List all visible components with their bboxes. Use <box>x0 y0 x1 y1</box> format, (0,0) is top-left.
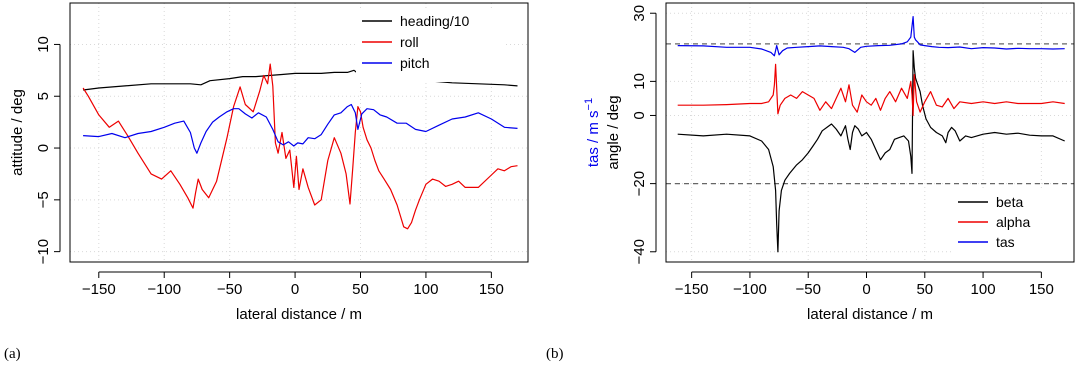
series-line-tas <box>677 16 1065 57</box>
legend-label: roll <box>400 34 419 50</box>
x-tick-label: −150 <box>82 281 116 298</box>
x-tick-label: 150 <box>479 281 504 298</box>
series-line-roll <box>82 63 518 230</box>
y-tick-label: −20 <box>631 171 648 196</box>
x-tick-label: 150 <box>1029 281 1054 298</box>
x-tick-label: −50 <box>795 281 820 298</box>
y-axis-label-secondary: tas / m s−1 <box>583 98 602 167</box>
series-line-beta <box>677 50 1065 253</box>
legend-label: pitch <box>400 55 430 71</box>
x-tick-label: −150 <box>675 281 709 298</box>
panel-label-a: (a) <box>4 346 21 362</box>
x-tick-label: −100 <box>147 281 181 298</box>
y-tick-label: 10 <box>35 36 52 53</box>
y-tick-label: 10 <box>631 73 648 90</box>
x-tick-label: 50 <box>352 281 369 298</box>
y-tick-label: 0 <box>631 111 648 119</box>
x-tick-label: 100 <box>413 281 438 298</box>
x-axis-label: lateral distance / m <box>807 306 933 323</box>
x-tick-label: 50 <box>916 281 933 298</box>
y-tick-label: −5 <box>35 191 52 208</box>
y-tick-label: 30 <box>631 5 648 22</box>
x-tick-label: −100 <box>733 281 767 298</box>
y-tick-label: −10 <box>35 239 52 264</box>
x-axis-label: lateral distance / m <box>236 306 362 323</box>
y-tick-label: 0 <box>35 144 52 152</box>
y-axis-label: angle / deg <box>605 95 622 169</box>
legend-label: heading/10 <box>400 13 470 29</box>
y-axis-label: attitude / deg <box>9 89 26 176</box>
panel-label-b: (b) <box>546 346 564 362</box>
legend-label: alpha <box>996 214 1030 230</box>
x-tick-label: 0 <box>291 281 299 298</box>
plot-frame <box>665 2 1075 263</box>
y-tick-label: −40 <box>631 239 648 264</box>
legend-label: beta <box>996 194 1023 210</box>
series-line-pitch <box>83 103 518 154</box>
plot-frame <box>69 2 529 263</box>
x-tick-label: 100 <box>971 281 996 298</box>
legend-label: tas <box>996 234 1015 250</box>
series-line-alpha <box>677 63 1065 117</box>
y-tick-label: 5 <box>35 92 52 100</box>
x-tick-label: −50 <box>217 281 242 298</box>
x-tick-label: 0 <box>862 281 870 298</box>
